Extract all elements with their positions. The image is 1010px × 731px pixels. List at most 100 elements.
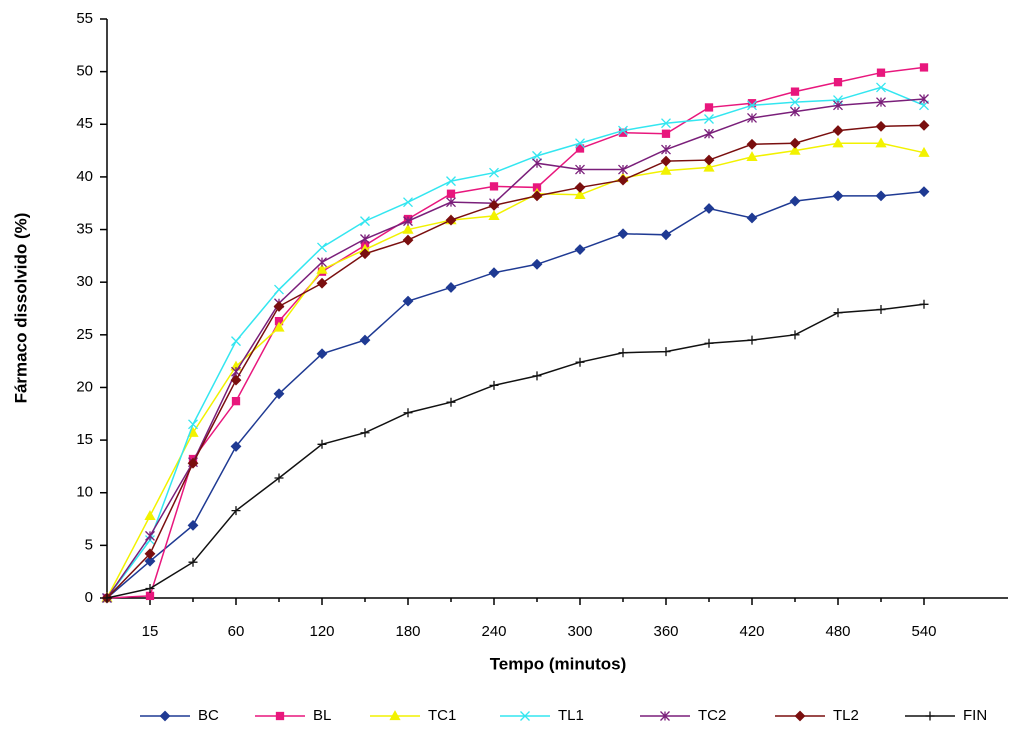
marker <box>488 199 500 211</box>
legend-label: BC <box>198 707 219 724</box>
y-tick-label: 30 <box>76 273 93 290</box>
legend-marker <box>794 710 806 722</box>
marker <box>919 63 929 72</box>
marker <box>661 129 671 138</box>
marker <box>790 87 800 96</box>
marker <box>703 161 715 172</box>
x-tick-label: 360 <box>653 623 678 640</box>
marker <box>790 97 800 108</box>
marker <box>532 158 542 169</box>
marker <box>790 106 800 117</box>
marker <box>360 234 370 244</box>
marker <box>833 100 843 111</box>
y-tick-label: 40 <box>76 168 93 185</box>
marker <box>273 300 285 312</box>
marker <box>489 380 499 390</box>
marker <box>575 164 585 175</box>
marker <box>403 408 413 418</box>
marker <box>832 137 844 148</box>
y-axis-title: Fármaco dissolvido (%) <box>11 213 30 404</box>
marker <box>875 190 887 202</box>
legend-label: TL2 <box>833 707 859 724</box>
marker <box>488 267 500 279</box>
marker <box>704 338 714 348</box>
marker <box>617 228 629 240</box>
marker <box>747 100 757 111</box>
marker <box>188 419 198 430</box>
marker <box>188 557 198 567</box>
marker <box>876 68 886 77</box>
marker <box>832 125 844 137</box>
x-tick-label: 480 <box>825 623 850 640</box>
series-line <box>106 142 925 599</box>
marker <box>789 144 801 155</box>
marker <box>102 593 112 603</box>
marker <box>403 216 413 227</box>
marker <box>273 321 285 332</box>
y-tick-label: 35 <box>76 221 93 238</box>
marker <box>661 144 671 155</box>
marker <box>402 295 414 307</box>
legend-marker <box>159 710 171 722</box>
y-tick-label: 15 <box>76 431 93 448</box>
marker <box>144 510 156 521</box>
marker <box>661 118 671 129</box>
marker <box>317 242 327 253</box>
y-tick-label: 55 <box>76 10 93 27</box>
marker <box>316 348 328 360</box>
legend-marker <box>660 711 670 721</box>
marker <box>703 154 715 166</box>
marker <box>359 334 371 346</box>
marker <box>231 396 241 406</box>
marker <box>575 357 585 367</box>
marker <box>746 151 758 162</box>
marker <box>532 371 542 381</box>
y-tick-label: 25 <box>76 326 93 343</box>
marker <box>618 128 628 137</box>
marker <box>574 244 586 255</box>
marker <box>402 223 414 234</box>
marker <box>574 182 586 193</box>
marker <box>703 203 715 214</box>
marker <box>660 229 672 241</box>
marker <box>144 548 156 560</box>
y-tick-label: 10 <box>76 484 93 501</box>
y-tick-label: 50 <box>76 63 93 80</box>
legend-label: TC2 <box>698 707 726 724</box>
marker <box>231 506 241 516</box>
legend-marker <box>389 710 401 721</box>
marker <box>918 119 930 131</box>
marker <box>489 182 499 191</box>
marker <box>575 144 585 153</box>
y-tick-label: 0 <box>85 589 93 606</box>
marker <box>704 114 714 124</box>
marker <box>145 591 155 601</box>
marker <box>832 190 844 202</box>
legend-marker <box>275 711 285 721</box>
marker <box>617 174 629 186</box>
marker <box>704 128 714 139</box>
y-tick-label: 45 <box>76 115 93 132</box>
legend-label: FIN <box>963 707 987 724</box>
marker <box>618 164 628 175</box>
marker <box>145 584 155 594</box>
marker <box>446 189 456 198</box>
marker <box>187 519 199 531</box>
legend-marker <box>520 711 530 721</box>
marker <box>488 210 500 221</box>
marker <box>789 137 801 149</box>
marker <box>876 305 886 315</box>
x-axis-title: Tempo (minutos) <box>490 654 627 673</box>
marker <box>875 120 887 132</box>
marker <box>273 388 285 400</box>
legend-label: BL <box>313 707 331 724</box>
marker <box>575 138 585 149</box>
marker <box>359 248 371 260</box>
marker <box>660 155 672 167</box>
marker <box>661 347 671 357</box>
x-tick-label: 180 <box>395 623 420 640</box>
marker <box>531 190 543 202</box>
legend-label: TC1 <box>428 707 456 724</box>
marker <box>833 78 843 87</box>
x-tick-label: 240 <box>481 623 506 640</box>
